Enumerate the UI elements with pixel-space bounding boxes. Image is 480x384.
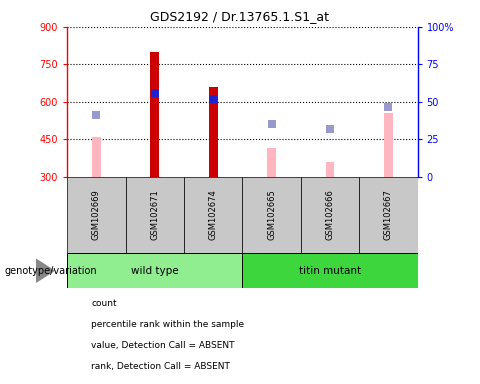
Text: GDS2192 / Dr.13765.1.S1_at: GDS2192 / Dr.13765.1.S1_at [151, 10, 329, 23]
Bar [67, 177, 126, 253]
Point [268, 121, 276, 127]
Bar [209, 87, 217, 177]
Text: GSM102669: GSM102669 [92, 190, 101, 240]
Bar [67, 253, 242, 288]
Text: rank, Detection Call = ABSENT: rank, Detection Call = ABSENT [91, 362, 230, 371]
Point [209, 96, 217, 103]
Bar [242, 253, 418, 288]
Bar [325, 162, 335, 177]
Point [93, 113, 100, 119]
Polygon shape [36, 258, 55, 283]
Point [326, 126, 334, 132]
Bar [242, 177, 301, 253]
Bar [150, 52, 159, 177]
Bar [359, 177, 418, 253]
Text: GSM102665: GSM102665 [267, 190, 276, 240]
Text: percentile rank within the sample: percentile rank within the sample [91, 320, 244, 329]
Bar [301, 177, 359, 253]
Text: count: count [91, 299, 117, 308]
Text: GSM102671: GSM102671 [150, 190, 159, 240]
Text: titin mutant: titin mutant [299, 266, 361, 276]
Point [384, 104, 392, 110]
Text: GSM102674: GSM102674 [209, 190, 218, 240]
Bar [92, 137, 101, 177]
Bar [267, 148, 276, 177]
Bar [126, 177, 184, 253]
Bar [384, 113, 393, 177]
Point [151, 90, 158, 96]
Text: wild type: wild type [131, 266, 179, 276]
Bar [184, 177, 242, 253]
Text: genotype/variation: genotype/variation [5, 266, 97, 276]
Text: GSM102667: GSM102667 [384, 190, 393, 240]
Text: GSM102666: GSM102666 [325, 190, 335, 240]
Text: value, Detection Call = ABSENT: value, Detection Call = ABSENT [91, 341, 235, 350]
